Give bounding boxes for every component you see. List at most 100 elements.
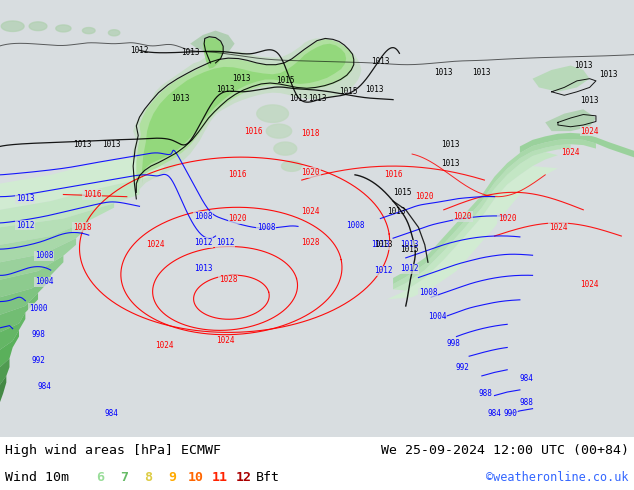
Text: 1015: 1015 bbox=[339, 87, 358, 97]
Text: 1020: 1020 bbox=[498, 214, 517, 223]
Text: 988: 988 bbox=[478, 389, 492, 398]
Text: 1024: 1024 bbox=[580, 126, 599, 136]
Text: 1008: 1008 bbox=[257, 223, 276, 232]
Polygon shape bbox=[203, 38, 223, 69]
Text: 1013: 1013 bbox=[73, 140, 92, 149]
Polygon shape bbox=[82, 27, 95, 34]
Text: 1024: 1024 bbox=[216, 337, 235, 345]
Polygon shape bbox=[0, 313, 25, 350]
Text: 1013: 1013 bbox=[434, 68, 453, 76]
Text: 1013: 1013 bbox=[231, 74, 250, 83]
Text: 1020: 1020 bbox=[453, 212, 472, 221]
Text: 1018: 1018 bbox=[301, 129, 320, 138]
Polygon shape bbox=[393, 144, 571, 290]
Text: 9: 9 bbox=[168, 470, 176, 484]
Text: 1018: 1018 bbox=[73, 223, 92, 232]
Text: 1016: 1016 bbox=[384, 171, 403, 179]
Text: 1013: 1013 bbox=[288, 94, 307, 103]
Text: 1004: 1004 bbox=[428, 313, 447, 321]
Polygon shape bbox=[1, 21, 24, 31]
Text: 1024: 1024 bbox=[146, 240, 165, 249]
Polygon shape bbox=[257, 105, 288, 122]
Text: High wind areas [hPa] ECMWF: High wind areas [hPa] ECMWF bbox=[5, 443, 221, 457]
Polygon shape bbox=[108, 30, 120, 36]
Text: 1013: 1013 bbox=[216, 85, 235, 94]
Text: 1013: 1013 bbox=[371, 57, 390, 66]
Text: 6: 6 bbox=[96, 470, 104, 484]
Text: 1013: 1013 bbox=[374, 240, 393, 249]
Text: 1028: 1028 bbox=[301, 238, 320, 247]
Text: 1013: 1013 bbox=[171, 94, 190, 103]
Polygon shape bbox=[0, 256, 63, 297]
Text: 1013: 1013 bbox=[181, 48, 200, 57]
Polygon shape bbox=[0, 238, 76, 280]
Text: 984: 984 bbox=[104, 409, 118, 417]
Text: 1013: 1013 bbox=[574, 61, 593, 70]
Text: 1024: 1024 bbox=[580, 280, 599, 289]
Text: 984: 984 bbox=[37, 382, 51, 392]
Text: 1013: 1013 bbox=[441, 159, 460, 169]
Polygon shape bbox=[136, 39, 354, 195]
Text: 988: 988 bbox=[519, 397, 533, 407]
Text: 984: 984 bbox=[488, 409, 501, 417]
Text: 1008: 1008 bbox=[35, 251, 54, 260]
Polygon shape bbox=[142, 44, 346, 184]
Text: 1012: 1012 bbox=[216, 238, 235, 247]
Text: 1013: 1013 bbox=[472, 68, 491, 76]
Text: 1015: 1015 bbox=[399, 245, 418, 254]
Text: 1024: 1024 bbox=[301, 207, 320, 217]
Polygon shape bbox=[0, 330, 19, 367]
Polygon shape bbox=[0, 376, 6, 402]
Text: 1013: 1013 bbox=[307, 94, 327, 103]
Text: 1024: 1024 bbox=[548, 223, 567, 232]
Text: 1020: 1020 bbox=[301, 168, 320, 177]
Text: 998: 998 bbox=[31, 330, 45, 339]
Polygon shape bbox=[393, 139, 596, 284]
Text: 1012: 1012 bbox=[193, 238, 212, 247]
Text: 1013: 1013 bbox=[387, 207, 406, 217]
Polygon shape bbox=[0, 220, 89, 262]
Polygon shape bbox=[520, 133, 634, 157]
Polygon shape bbox=[0, 157, 165, 210]
Polygon shape bbox=[130, 38, 361, 199]
Polygon shape bbox=[0, 358, 10, 385]
Text: 1020: 1020 bbox=[415, 192, 434, 201]
Text: 1000: 1000 bbox=[29, 304, 48, 313]
Polygon shape bbox=[274, 142, 297, 155]
Text: 1013: 1013 bbox=[365, 85, 384, 94]
Text: 1013: 1013 bbox=[599, 70, 618, 79]
Text: 992: 992 bbox=[456, 363, 470, 371]
Polygon shape bbox=[393, 152, 558, 291]
Text: 7: 7 bbox=[120, 470, 128, 484]
Text: Bft: Bft bbox=[256, 470, 280, 484]
Polygon shape bbox=[0, 275, 51, 315]
Polygon shape bbox=[0, 203, 114, 245]
Text: 1020: 1020 bbox=[228, 214, 247, 223]
Polygon shape bbox=[190, 30, 235, 52]
Text: 1008: 1008 bbox=[193, 212, 212, 221]
Text: 990: 990 bbox=[503, 409, 517, 417]
Text: 1012: 1012 bbox=[130, 46, 149, 55]
Text: 1008: 1008 bbox=[418, 288, 437, 297]
Text: 984: 984 bbox=[519, 373, 533, 383]
Text: 1016: 1016 bbox=[244, 126, 263, 136]
Text: 12: 12 bbox=[236, 470, 252, 484]
Text: 1008: 1008 bbox=[346, 220, 365, 230]
Polygon shape bbox=[266, 124, 292, 138]
Text: 10: 10 bbox=[188, 470, 204, 484]
Text: 1015: 1015 bbox=[276, 76, 295, 85]
Polygon shape bbox=[56, 25, 71, 32]
Text: 1024: 1024 bbox=[155, 341, 174, 350]
Text: 1012: 1012 bbox=[374, 267, 393, 275]
Text: 1012: 1012 bbox=[16, 220, 35, 230]
Polygon shape bbox=[533, 66, 590, 92]
Text: 11: 11 bbox=[212, 470, 228, 484]
Text: Wind 10m: Wind 10m bbox=[5, 470, 69, 484]
Text: 1013: 1013 bbox=[441, 140, 460, 149]
Polygon shape bbox=[387, 166, 558, 299]
Text: We 25-09-2024 12:00 UTC (00+84): We 25-09-2024 12:00 UTC (00+84) bbox=[381, 443, 629, 457]
Text: 1013: 1013 bbox=[399, 240, 418, 249]
Text: 1013: 1013 bbox=[193, 264, 212, 273]
Text: 998: 998 bbox=[446, 339, 460, 347]
Text: 1028: 1028 bbox=[219, 275, 238, 284]
